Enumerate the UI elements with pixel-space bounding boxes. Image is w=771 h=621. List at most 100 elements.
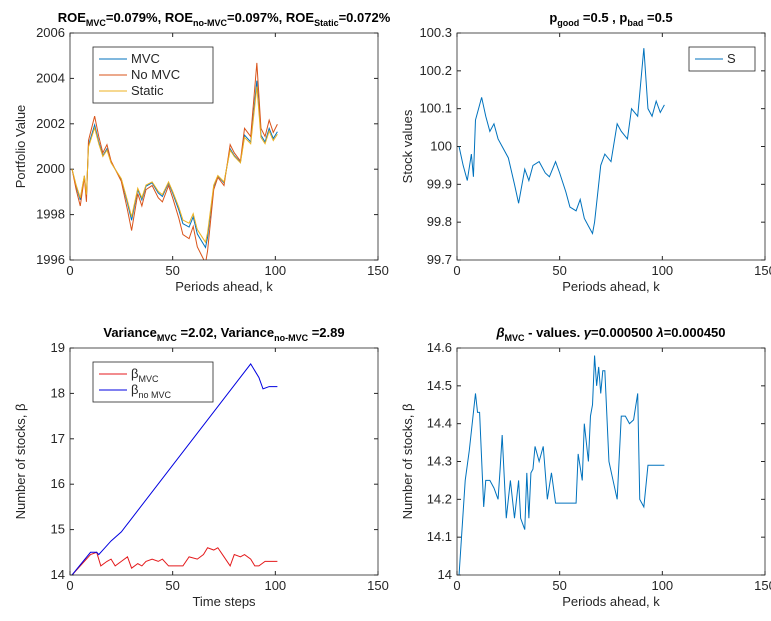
x-tick-label: 0 (66, 578, 73, 593)
y-tick-label: 2002 (36, 116, 65, 131)
text-part: =0.079%, ROE (106, 10, 193, 25)
y-tick-label: 100.3 (419, 25, 452, 40)
x-tick-label: 100 (264, 578, 286, 593)
y-tick-label: 100.2 (419, 63, 452, 78)
legend-label: βno MVC (131, 382, 171, 400)
series-line (71, 363, 278, 575)
text-part: S (727, 51, 736, 66)
x-tick-label: 0 (453, 578, 460, 593)
x-tick-label: 100 (651, 263, 673, 278)
x-tick-label: 50 (552, 263, 566, 278)
text-part: No MVC (131, 67, 180, 82)
x-tick-label: 150 (367, 263, 389, 278)
text-part: =0.097%, ROE (227, 10, 314, 25)
series-line (71, 547, 278, 575)
text-part: β (131, 382, 138, 397)
plot-area (457, 348, 765, 575)
text-part: MVC (505, 333, 526, 343)
x-axis-label: Time steps (192, 594, 256, 609)
y-tick-label: 14.5 (427, 378, 452, 393)
y-tick-label: 14.6 (427, 340, 452, 355)
axes-box (69, 347, 379, 576)
x-axis-label: Periods ahead, k (562, 279, 660, 294)
y-axis-label: Stock values (400, 109, 415, 183)
text-part: =0.5 (643, 10, 672, 25)
x-axis-label: Periods ahead, k (562, 594, 660, 609)
y-tick-label: 14.4 (427, 416, 452, 431)
x-tick-label: 50 (552, 578, 566, 593)
series-line (71, 62, 278, 260)
y-tick-label: 99.7 (427, 252, 452, 267)
axes-box (456, 32, 766, 261)
legend-label: βMVC (131, 366, 159, 384)
subplot: 0 50 100 150 99.7 99.8 99.9 100 100.1 100.2 100.3 p… (400, 10, 771, 294)
chart-title: pgood =0.5 , pbad =0.5 (549, 10, 672, 28)
x-tick-label: 0 (453, 263, 460, 278)
text-part: =0.000500 (591, 325, 656, 340)
chart-title: VarianceMVC =2.02, Varianceno-MVC =2.89 (103, 325, 344, 343)
text-part: λ (655, 325, 663, 340)
text-part: =0.000450 (664, 325, 726, 340)
y-tick-label: 99.8 (427, 214, 452, 229)
subplot: 0 50 100 150199619982000200220042006ROEMVC=… (13, 10, 391, 294)
y-tick-label: 17 (51, 431, 65, 446)
series-line (458, 355, 665, 575)
x-tick-label: 100 (651, 578, 673, 593)
series-line (71, 80, 278, 249)
legend-box (92, 361, 214, 403)
text-part: β (495, 325, 504, 340)
series-line (71, 86, 278, 244)
x-tick-label: 50 (165, 578, 179, 593)
text-part: - values. (525, 325, 584, 340)
text-part: =0.072% (339, 10, 391, 25)
y-tick-label: 1998 (36, 207, 65, 222)
text-part: β (131, 366, 138, 381)
chart-title: ROEMVC=0.079%, ROEno-MVC=0.097%, ROEStat… (58, 10, 391, 28)
text-part: Static (314, 18, 339, 28)
x-tick-label: 0 (66, 263, 73, 278)
text-part: no-MVC (274, 333, 308, 343)
legend-label: Static (131, 83, 164, 98)
y-tick-label: 14.3 (427, 454, 452, 469)
y-axis-label: Number of stocks, β (13, 404, 28, 520)
y-tick-label: 2004 (36, 70, 65, 85)
y-tick-label: 15 (51, 522, 65, 537)
text-part: no MVC (138, 390, 171, 400)
y-axis-label: Portfolio Value (13, 105, 28, 189)
y-tick-label: 18 (51, 385, 65, 400)
y-tick-label: 16 (51, 476, 65, 491)
text-part: MVC (86, 18, 107, 28)
y-tick-label: 14.1 (427, 529, 452, 544)
legend-label: MVC (131, 51, 160, 66)
text-part: good (557, 18, 579, 28)
text-part: MVC (157, 333, 178, 343)
text-part: γ (584, 325, 592, 340)
x-tick-label: 100 (264, 263, 286, 278)
y-tick-label: 2000 (36, 161, 65, 176)
y-tick-label: 14.2 (427, 491, 452, 506)
y-tick-label: 19 (51, 340, 65, 355)
text-part: Static (131, 83, 164, 98)
y-tick-label: 100 (430, 139, 452, 154)
x-tick-label: 50 (165, 263, 179, 278)
text-part: =2.02, Variance (177, 325, 274, 340)
text-part: MVC (138, 374, 159, 384)
legend-label: No MVC (131, 67, 180, 82)
x-axis-label: Periods ahead, k (175, 279, 273, 294)
text-part: bad (627, 18, 643, 28)
y-tick-label: 100.1 (419, 101, 452, 116)
y-tick-label: 2006 (36, 25, 65, 40)
x-tick-label: 150 (367, 578, 389, 593)
text-part: =2.89 (308, 325, 345, 340)
y-tick-label: 99.9 (427, 176, 452, 191)
chart-title: βMVC - values. γ=0.000500 λ=0.000450 (495, 325, 725, 343)
text-part: MVC (131, 51, 160, 66)
y-axis-label: Number of stocks, β (400, 404, 415, 520)
x-tick-label: 150 (754, 578, 771, 593)
axes-box (456, 347, 766, 576)
y-tick-label: 14 (438, 567, 452, 582)
legend-label: S (727, 51, 736, 66)
